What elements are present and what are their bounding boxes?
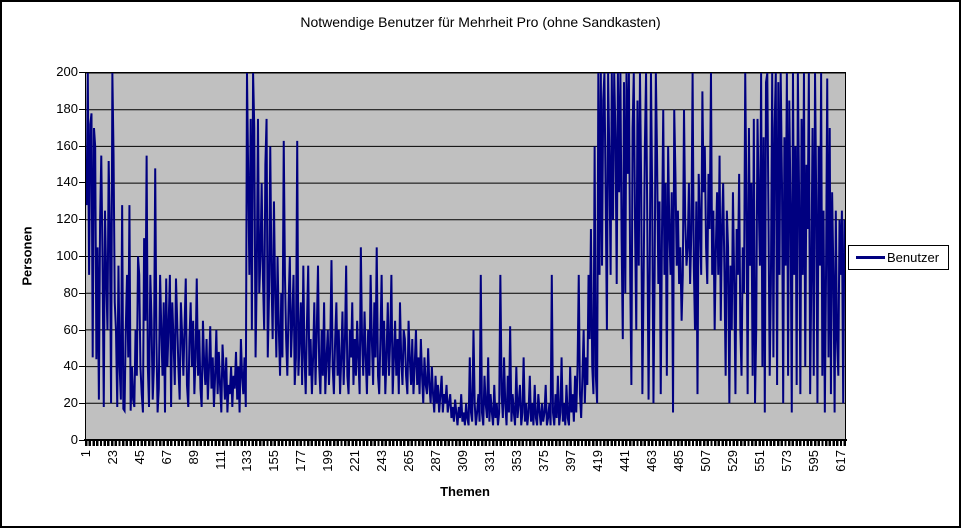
y-tick-mark: [79, 182, 85, 183]
y-tick-mark: [79, 146, 85, 147]
y-tick-label: 160: [56, 137, 78, 153]
legend: Benutzer: [848, 245, 949, 270]
y-tick-label: 0: [70, 432, 78, 447]
y-tick-mark: [79, 109, 85, 110]
y-tick-label: 200: [56, 64, 78, 79]
x-tick-label: 375: [536, 450, 552, 472]
x-tick-label: 419: [590, 450, 605, 472]
x-tick-label: 595: [805, 450, 821, 472]
x-tick-label: 463: [643, 450, 659, 472]
x-tick-label: 1: [77, 450, 93, 458]
x-tick-label: 265: [401, 450, 417, 472]
y-tick-mark: [79, 330, 85, 331]
legend-line-sample-icon: [856, 256, 885, 259]
plot-area: [85, 72, 846, 441]
chart-title: Notwendige Benutzer für Mehrheit Pro (oh…: [300, 14, 661, 30]
legend-label: Benutzer: [887, 250, 940, 265]
y-tick-label: 20: [63, 395, 78, 411]
x-tick-label: 309: [455, 450, 471, 472]
x-tick-label: 155: [266, 450, 282, 472]
x-tick-label: 89: [185, 450, 201, 465]
y-tick-mark: [79, 72, 85, 73]
x-tick-label: 353: [509, 450, 525, 472]
x-tick-label: 529: [724, 450, 740, 472]
y-tick-label: 80: [63, 284, 78, 300]
y-tick-mark: [79, 219, 85, 220]
y-tick-label: 120: [56, 211, 78, 227]
y-tick-mark: [79, 256, 85, 257]
x-tick-label: 45: [131, 450, 147, 465]
x-axis-title: Themen: [440, 484, 490, 499]
x-tick-label: 111: [212, 450, 228, 470]
x-tick-label: 551: [751, 450, 767, 472]
y-tick-label: 40: [63, 358, 78, 374]
x-tick-label: 287: [428, 450, 444, 472]
x-tick-label: 67: [158, 450, 174, 465]
y-tick-mark: [79, 403, 85, 404]
x-tick-label: 441: [617, 450, 632, 472]
y-tick-mark: [79, 293, 85, 294]
y-tick-mark: [79, 440, 85, 441]
x-tick-label: 133: [239, 450, 255, 472]
x-tick-label: 397: [563, 450, 578, 472]
line-series-canvas: [86, 73, 845, 426]
y-tick-mark: [79, 366, 85, 367]
y-axis-title: Personen: [19, 226, 35, 286]
y-tick-label: 100: [56, 248, 78, 263]
x-tick-label: 573: [778, 450, 794, 472]
x-tick-label: 199: [320, 450, 336, 472]
x-tick-label: 177: [293, 450, 309, 472]
x-tick-label: 221: [347, 450, 363, 472]
y-tick-label: 140: [56, 174, 78, 190]
x-tick-label: 507: [697, 450, 713, 472]
x-tick-label: 617: [832, 450, 848, 472]
x-tick-label: 243: [374, 450, 390, 472]
x-tick-label: 23: [104, 450, 120, 465]
y-tick-label: 180: [56, 100, 78, 116]
x-tick-label: 485: [670, 450, 686, 472]
x-tick-label: 331: [482, 450, 498, 472]
x-axis-line: [84, 439, 847, 441]
y-tick-label: 60: [63, 321, 78, 337]
x-axis-tick-band: [85, 441, 846, 446]
